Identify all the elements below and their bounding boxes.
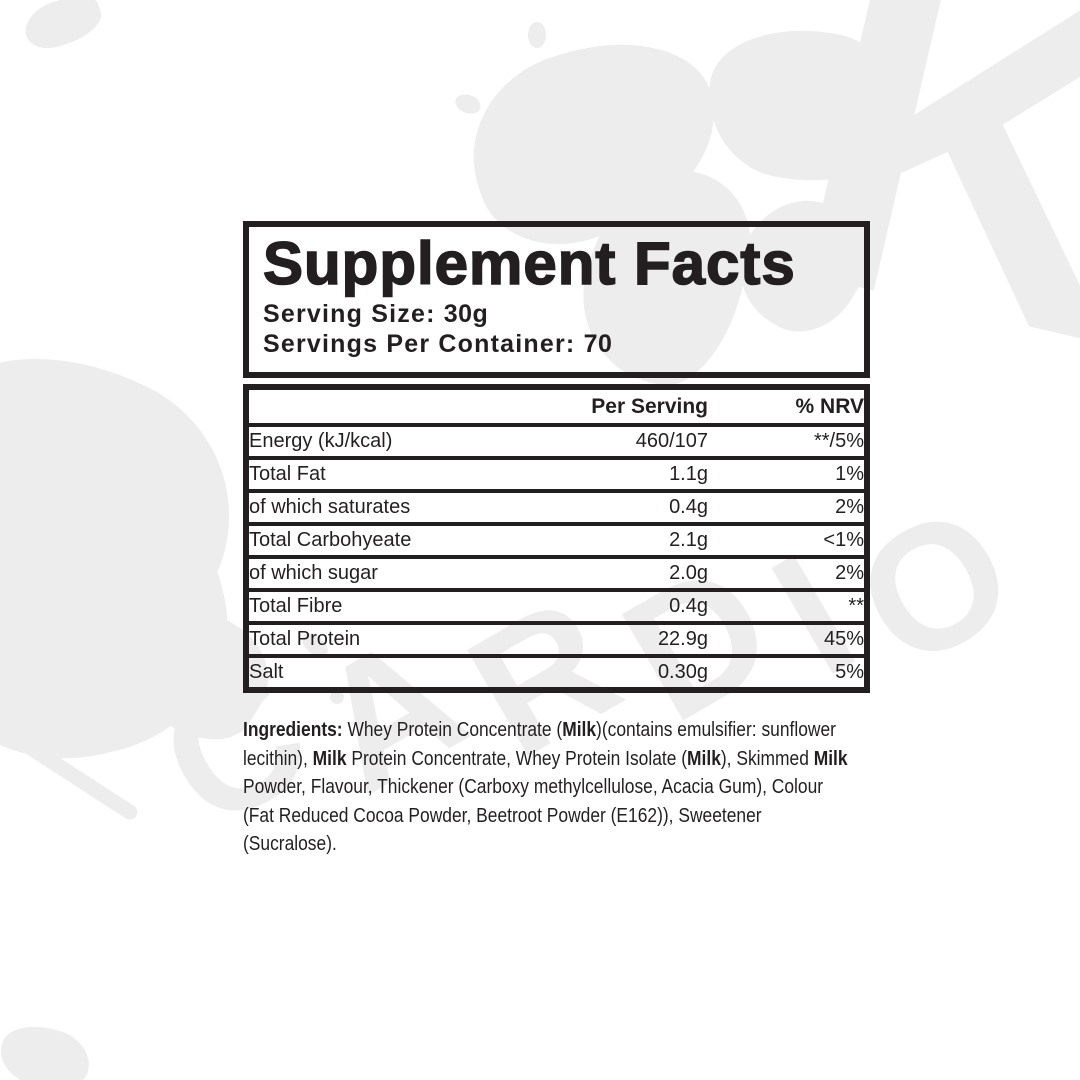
per-serving-value: 2.0g	[669, 562, 708, 584]
nutrient-label: Total Carbohyeate	[249, 529, 412, 551]
table-row: Total Carbohyeate 2.1g <1%	[249, 524, 864, 557]
nutrient-label: Salt	[249, 661, 284, 683]
per-serving-value: 460/107	[635, 430, 708, 452]
nutrient-label: Total Fat	[249, 463, 326, 485]
table-row: Total Protein 22.9g 45%	[249, 623, 864, 656]
splatter-dot	[0, 1017, 97, 1080]
per-serving-column-header: Per Serving	[591, 394, 708, 418]
table-row: Energy (kJ/kcal) 460/107 **/5%	[249, 425, 864, 458]
nutrition-table: Per Serving % NRV Energy (kJ/kcal) 460/1…	[249, 390, 864, 687]
table-row: Total Fibre 0.4g **	[249, 590, 864, 623]
facts-table-box: Per Serving % NRV Energy (kJ/kcal) 460/1…	[243, 384, 870, 693]
nrv-value: 2%	[835, 562, 864, 584]
nrv-value: 5%	[835, 661, 864, 683]
nrv-value: **/5%	[813, 430, 864, 452]
per-serving-value: 0.30g	[657, 661, 708, 683]
nrv-value: 45%	[823, 628, 864, 650]
per-serving-value: 1.1g	[669, 463, 708, 485]
nutrient-label: of which sugar	[249, 562, 378, 584]
table-row: of which saturates 0.4g 2%	[249, 491, 864, 524]
servings-per-container-label: Servings Per Container:	[263, 330, 584, 358]
splatter-dot	[330, 690, 344, 704]
table-header-row: Per Serving % NRV	[249, 390, 864, 425]
ingredients-paragraph: Ingredients: Whey Protein Concentrate (M…	[243, 718, 848, 855]
facts-header-box: Supplement Facts Serving Size: 30g Servi…	[243, 221, 870, 378]
nrv-column-header: % NRV	[795, 394, 864, 418]
per-serving-value: 22.9g	[657, 628, 708, 650]
nutrient-label: of which saturates	[249, 496, 411, 518]
nutrient-label: Energy (kJ/kcal)	[249, 430, 393, 452]
nrv-value: 2%	[835, 496, 864, 518]
nrv-value: <1%	[823, 529, 864, 551]
table-row: Total Fat 1.1g 1%	[249, 458, 864, 491]
splatter-dot	[528, 22, 546, 48]
serving-size-value: 30g	[443, 300, 489, 328]
per-serving-value: 0.4g	[669, 496, 708, 518]
splatter-dot	[452, 91, 484, 117]
serving-size-line: Serving Size: 30g	[263, 299, 850, 329]
nutrient-column-header	[249, 390, 549, 425]
supplement-facts-panel: Supplement Facts Serving Size: 30g Servi…	[243, 221, 870, 693]
per-serving-value: 0.4g	[669, 595, 708, 617]
nrv-value: **	[848, 595, 864, 617]
panel-title: Supplement Facts	[262, 230, 796, 297]
per-serving-value: 2.1g	[669, 529, 708, 551]
servings-per-container-value: 70	[583, 330, 613, 358]
table-row: of which sugar 2.0g 2%	[249, 557, 864, 590]
table-row: Salt 0.30g 5%	[249, 656, 864, 687]
nutrient-label: Total Protein	[249, 628, 361, 650]
splatter-dot	[19, 0, 107, 55]
servings-per-container-line: Servings Per Container: 70	[263, 329, 850, 359]
nrv-value: 1%	[835, 463, 864, 485]
nutrient-label: Total Fibre	[249, 595, 343, 617]
serving-size-label: Serving Size:	[263, 300, 444, 328]
